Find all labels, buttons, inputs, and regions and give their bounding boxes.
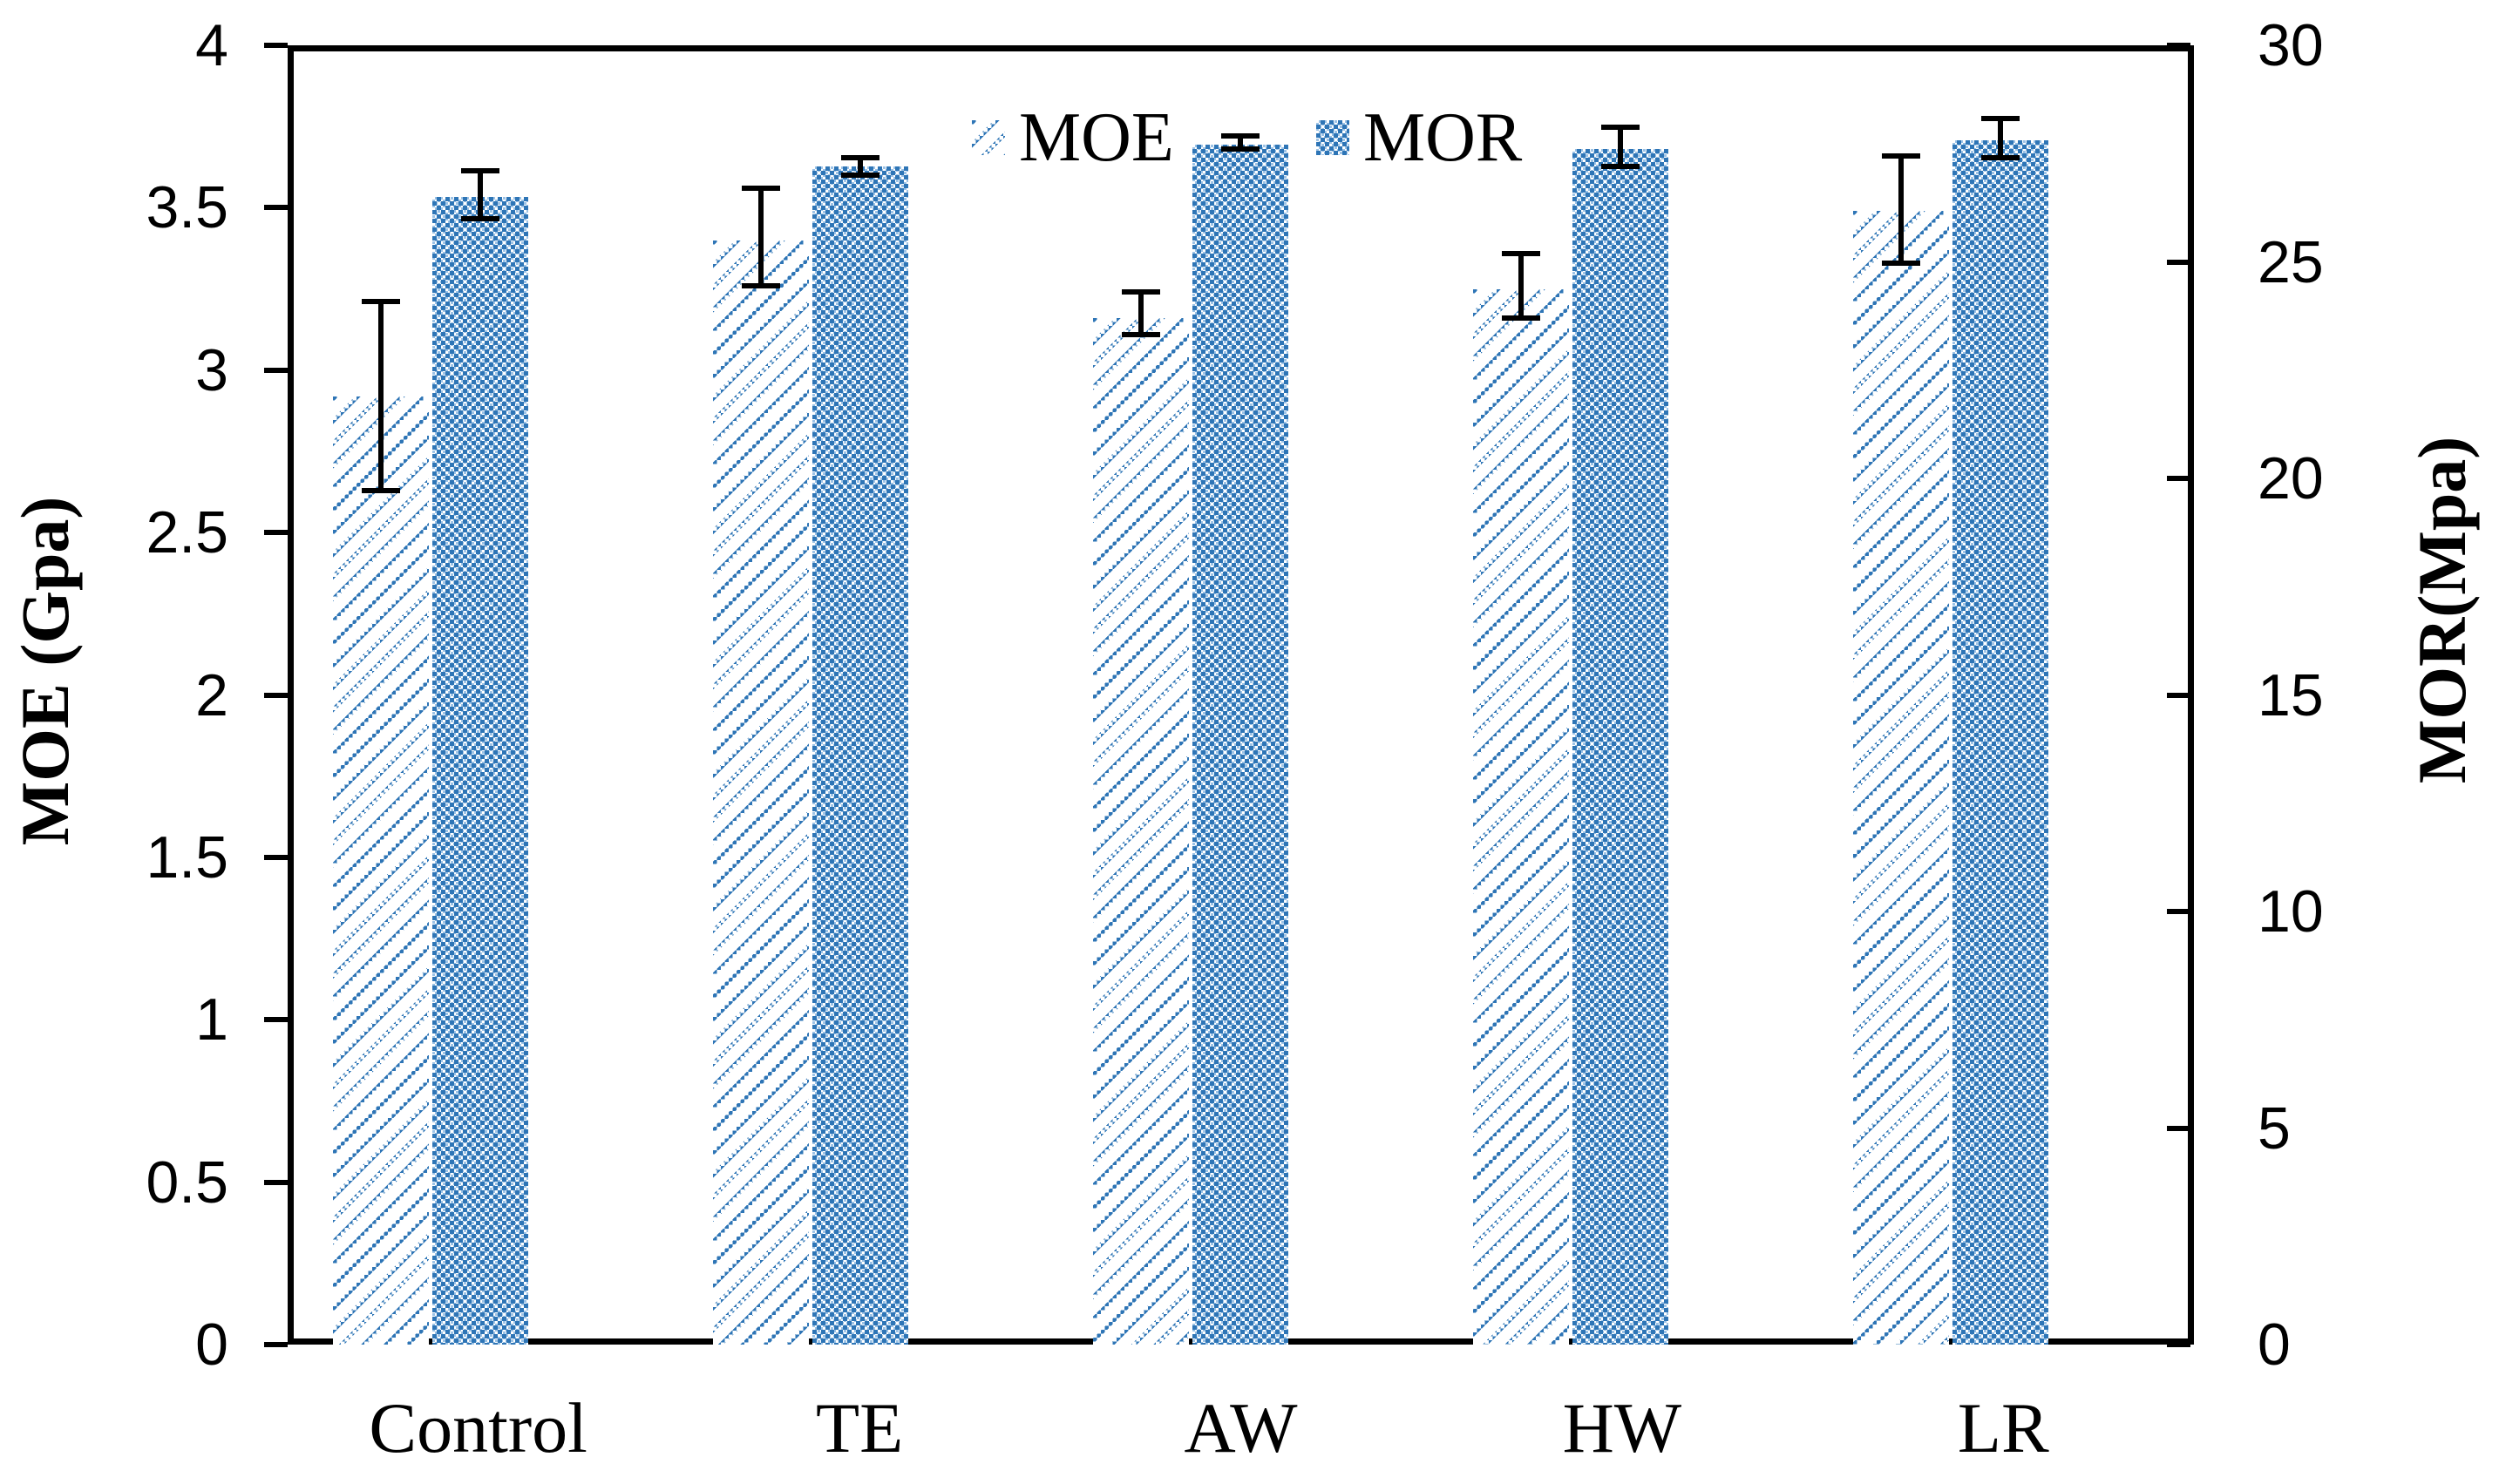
- left-axis-tick-label: 0: [195, 1311, 228, 1378]
- errorbar-cap-top-moe-te: [742, 186, 780, 191]
- errorbar-cap-bottom-moe-hw: [1502, 315, 1540, 322]
- errorbar-cap-top-mor-te: [841, 155, 879, 161]
- errorbar-line-moe-control: [378, 302, 384, 491]
- errorbar-line-moe-hw: [1518, 253, 1524, 319]
- errorbar-cap-bottom-mor-aw: [1221, 146, 1260, 152]
- right-axis-tick: [2167, 259, 2190, 265]
- left-axis-tick-label: 1.5: [146, 823, 228, 891]
- errorbar-line-mor-control: [478, 171, 483, 219]
- x-axis-label-control: Control: [369, 1388, 587, 1467]
- right-axis-title: MOR(Mpa): [2404, 436, 2480, 784]
- left-axis-tick-label: 3.5: [146, 174, 228, 241]
- errorbar-line-moe-lr: [1898, 155, 1904, 263]
- bar-mor-aw: [1192, 145, 1288, 1345]
- errorbar-cap-top-moe-lr: [1882, 152, 1920, 159]
- left-axis-tick-label: 0.5: [146, 1149, 228, 1216]
- right-axis-tick-label: 0: [2258, 1311, 2291, 1378]
- bar-mor-te: [812, 166, 908, 1345]
- errorbar-line-moe-aw: [1138, 292, 1144, 335]
- errorbar-line-mor-aw: [1238, 136, 1243, 150]
- bar-mor-control: [432, 196, 528, 1345]
- left-axis-tick: [264, 692, 288, 698]
- left-axis-tick-label: 4: [195, 12, 228, 78]
- right-axis-tick: [2167, 1125, 2190, 1131]
- errorbar-cap-top-mor-hw: [1601, 125, 1640, 131]
- left-axis-tick: [264, 367, 288, 373]
- errorbar-cap-bottom-moe-control: [362, 487, 400, 493]
- left-axis-tick-label: 2: [195, 661, 228, 728]
- errorbar-cap-top-moe-aw: [1122, 289, 1160, 295]
- right-axis-tick-label: 20: [2258, 445, 2324, 512]
- errorbar-cap-bottom-mor-te: [841, 173, 879, 179]
- left-axis-tick-label: 1: [195, 986, 228, 1054]
- left-axis-tick: [264, 205, 288, 211]
- bar-mor-hw: [1572, 149, 1668, 1345]
- left-axis-tick-label: 3: [195, 336, 228, 403]
- errorbar-cap-bottom-mor-control: [461, 215, 499, 221]
- errorbar-cap-bottom-mor-hw: [1601, 164, 1640, 170]
- right-axis-tick: [2167, 476, 2190, 481]
- errorbar-cap-bottom-moe-aw: [1122, 331, 1160, 337]
- right-axis-tick: [2167, 43, 2190, 48]
- right-axis-tick: [2167, 1342, 2190, 1347]
- errorbar-cap-top-moe-control: [362, 299, 400, 305]
- bar-moe-control: [333, 396, 429, 1345]
- right-axis-tick-label: 15: [2258, 661, 2324, 728]
- left-axis-tick: [264, 1017, 288, 1023]
- right-axis-tick-label: 30: [2258, 12, 2324, 78]
- bar-moe-lr: [1853, 211, 1949, 1345]
- bar-moe-hw: [1473, 288, 1569, 1345]
- right-axis-tick-label: 10: [2258, 878, 2324, 945]
- left-axis-tick: [264, 854, 288, 860]
- x-axis-label-hw: HW: [1562, 1388, 1682, 1467]
- errorbar-cap-top-mor-aw: [1221, 133, 1260, 139]
- errorbar-cap-top-mor-control: [461, 168, 499, 174]
- x-axis-label-te: TE: [816, 1388, 904, 1467]
- legend-label-moe: MOE: [1019, 99, 1174, 176]
- bar-moe-aw: [1093, 318, 1189, 1345]
- left-axis-tick: [264, 1342, 288, 1347]
- bar-mor-lr: [1952, 140, 2048, 1345]
- legend-label-mor: MOR: [1363, 99, 1523, 176]
- moe-hatch-swatch-icon: [972, 120, 1005, 155]
- errorbar-cap-bottom-moe-te: [742, 282, 780, 288]
- left-axis-tick: [264, 1179, 288, 1185]
- errorbar-line-mor-te: [858, 158, 863, 176]
- left-axis-tick-label: 2.5: [146, 499, 228, 566]
- errorbar-line-mor-hw: [1618, 127, 1623, 167]
- mor-checker-swatch-icon: [1316, 120, 1349, 155]
- left-axis-title: MOE (Gpa): [7, 496, 83, 846]
- legend-item-moe: MOE: [972, 101, 1174, 174]
- left-axis-tick: [264, 530, 288, 536]
- left-axis-tick: [264, 43, 288, 48]
- x-axis-label-aw: AW: [1184, 1388, 1298, 1467]
- errorbar-cap-bottom-moe-lr: [1882, 260, 1920, 266]
- errorbar-line-moe-te: [758, 188, 764, 286]
- errorbar-cap-top-mor-lr: [1981, 116, 2020, 122]
- errorbar-cap-top-moe-hw: [1502, 250, 1540, 256]
- bar-moe-te: [713, 240, 809, 1345]
- right-axis-tick: [2167, 909, 2190, 914]
- x-axis-label-lr: LR: [1957, 1388, 2049, 1467]
- legend-item-mor: MOR: [1316, 101, 1522, 174]
- right-axis-tick-label: 25: [2258, 228, 2324, 295]
- right-axis-tick: [2167, 692, 2190, 698]
- errorbar-line-mor-lr: [1998, 119, 2003, 159]
- right-axis-tick-label: 5: [2258, 1094, 2291, 1162]
- errorbar-cap-bottom-mor-lr: [1981, 155, 2020, 161]
